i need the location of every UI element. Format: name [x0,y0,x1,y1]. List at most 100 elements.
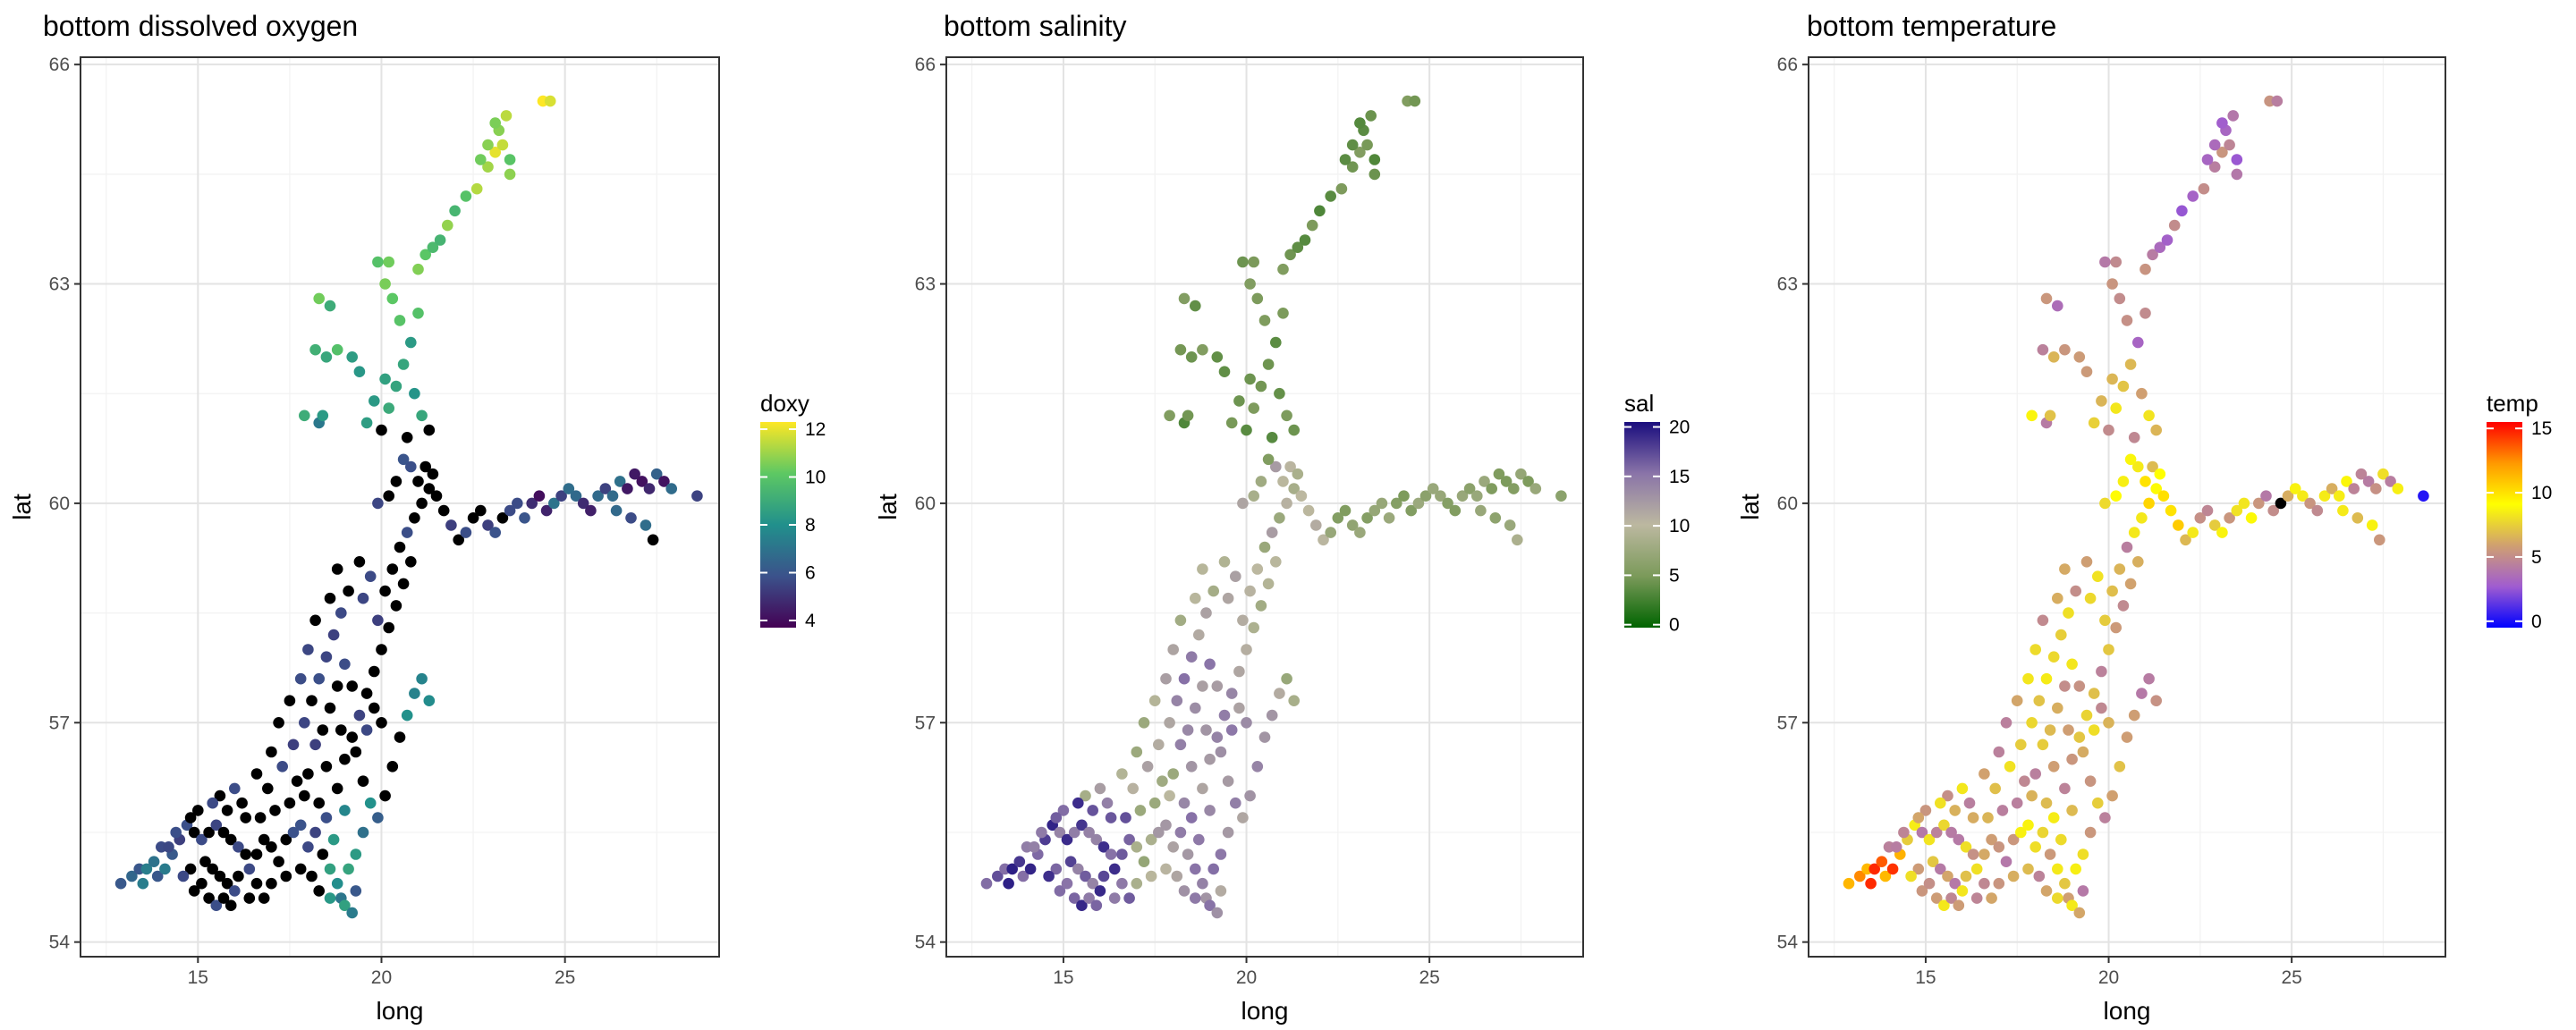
data-point [409,512,420,524]
data-point [1248,256,1259,268]
data-point [320,351,333,363]
data-point [1218,709,1231,722]
data-point [2029,841,2041,853]
data-point [2106,789,2118,802]
data-point [1927,856,1939,867]
data-point [199,856,211,867]
data-point [2231,154,2243,165]
data-point [2208,139,2221,151]
data-point [1905,870,1917,882]
data-point [1281,497,1292,510]
data-point [2103,424,2114,436]
data-point [2132,460,2144,473]
data-point [1225,724,1238,736]
data-point [1003,877,1014,890]
data-point [1182,724,1194,736]
data-point [1120,812,1131,823]
data-point [331,877,343,890]
data-point [2136,512,2148,524]
data-point [1945,826,1957,839]
data-point [2099,614,2111,627]
data-point [2168,219,2181,232]
data-point [327,833,340,846]
data-point [2073,907,2086,919]
legend-title: temp [2487,390,2538,417]
data-point [170,826,182,839]
points [1843,95,2429,919]
data-point [364,570,377,582]
data-point [339,805,351,816]
data-point [320,651,333,663]
data-point [1211,907,1224,919]
data-point [357,775,369,787]
data-point [372,256,384,268]
data-point [240,812,252,823]
data-point [140,863,153,875]
data-point [159,863,171,875]
data-point [482,519,494,531]
data-point [401,527,413,538]
data-point [419,249,432,261]
data-point [1248,490,1259,502]
data-point [1006,863,1018,875]
x-tick-label: 25 [1419,967,1439,988]
data-point [2052,702,2063,714]
data-point [1325,190,1336,202]
x-axis: 15 20 25 long [188,957,575,1025]
data-point [1986,833,1997,846]
data-point [1230,570,1241,582]
data-point [423,695,436,706]
data-point [1105,848,1117,860]
data-point [1255,380,1267,393]
data-point [1398,490,1410,502]
data-point [2176,205,2188,217]
data-point [416,672,428,685]
data-point [2007,870,2020,882]
data-point [1141,761,1154,772]
data-point [2052,592,2063,604]
data-point [416,497,428,510]
data-point [302,841,314,853]
data-point [1419,490,1432,502]
data-point [643,483,656,494]
data-point [423,424,436,436]
data-point [2208,161,2221,173]
data-point [210,899,223,911]
data-point [250,848,263,860]
data-point [1127,782,1139,795]
data-point [1222,775,1234,787]
data-point [2070,863,2081,875]
data-point [2059,343,2071,356]
y-tick-label: 60 [1777,494,1798,514]
data-point [419,460,432,473]
data-point [236,797,248,809]
data-point [2011,695,2023,706]
data-point [1310,519,1322,531]
data-point [294,819,307,832]
data-point [2040,292,2053,305]
data-point [1185,761,1198,772]
data-point [650,468,663,480]
data-point [2231,168,2243,181]
data-point [383,621,395,634]
data-point [1960,870,1972,882]
data-point [1266,527,1278,538]
data-point [1101,797,1114,809]
data-point [2033,695,2046,706]
data-point [2080,709,2093,722]
data-point [1479,476,1490,487]
data-point [299,409,310,422]
data-point [1145,833,1157,846]
data-point [2165,504,2177,517]
data-point [2026,409,2038,422]
data-point [379,373,391,385]
data-point [1171,695,1183,706]
data-point [1989,782,2001,795]
data-point [1164,717,1175,729]
data-point [280,870,292,882]
data-point [2161,234,2174,246]
data-point [548,497,560,510]
data-point [1993,841,2005,853]
data-point [610,504,623,517]
data-point [2077,746,2089,758]
